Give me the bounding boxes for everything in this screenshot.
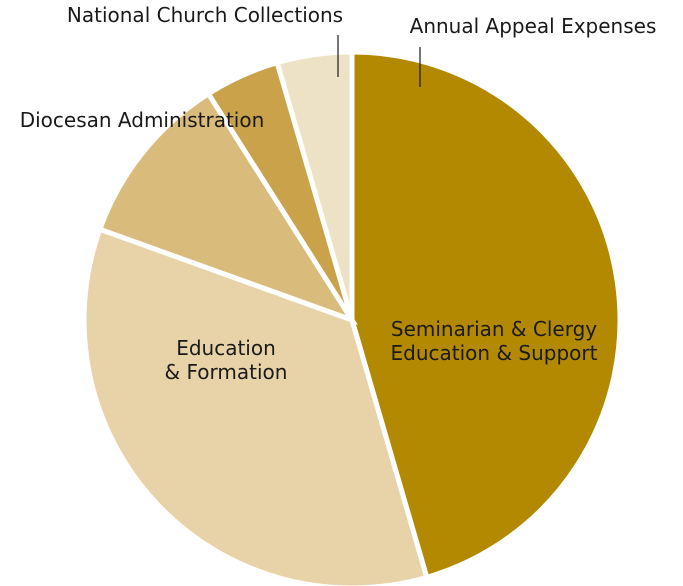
pie-slice-seminarian-and-clergy-education-and-support [349, 49, 623, 581]
slice-label-annual-appeal-expenses: Annual Appeal Expenses [410, 14, 657, 38]
leader-lines [337, 35, 421, 87]
slice-label-line: Education [176, 336, 276, 360]
slice-label-line: National Church Collections [67, 3, 343, 27]
slice-label-diocesan-administration: Diocesan Administration [20, 108, 265, 132]
pie-slice-annual-appeal-expenses [274, 49, 355, 321]
pie-slices [81, 49, 623, 586]
slice-label-line: & Formation [165, 360, 288, 384]
slice-label-education-and-formation: Education & Formation [165, 336, 288, 384]
slice-label-line: Diocesan Administration [20, 108, 265, 132]
slice-label-line: Seminarian & Clergy [391, 317, 597, 341]
slice-label-national-church-collections: National Church Collections [67, 3, 343, 27]
slice-labels: Seminarian & Clergy Education & SupportEd… [20, 3, 657, 384]
slice-label-seminarian-and-clergy-education-and-support: Seminarian & Clergy Education & Support [391, 317, 598, 365]
slice-label-line: Education & Support [391, 341, 598, 365]
slice-label-line: Annual Appeal Expenses [410, 14, 657, 38]
pie-slice-diocesan-administration [96, 90, 359, 325]
